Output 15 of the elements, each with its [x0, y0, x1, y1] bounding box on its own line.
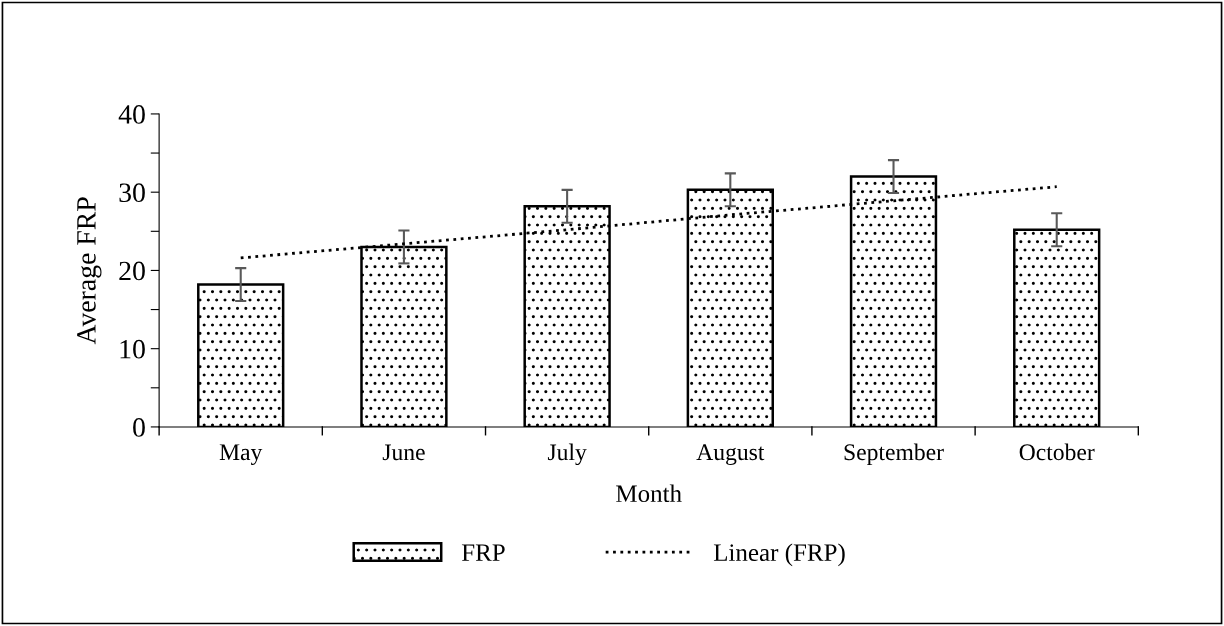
legend-label: Linear (FRP) [713, 543, 845, 567]
x-tick-label: August [696, 444, 765, 466]
x-tick-label: June [382, 444, 425, 461]
x-tick-label: September [844, 443, 944, 466]
y-axis-title: Average FRP [77, 197, 102, 345]
x-tick-label: July [547, 443, 587, 466]
y-tick-label: 40 [118, 105, 145, 124]
x-tick-label: October [1019, 443, 1095, 461]
y-tick-label: 0 [133, 418, 145, 437]
x-tick-label: May [219, 444, 263, 466]
legend-label: FRP [461, 544, 505, 561]
y-tick-label: 30 [119, 183, 145, 203]
y-tick-label: 20 [119, 261, 145, 281]
y-tick-label: 10 [120, 339, 145, 359]
x-axis-title: Month [616, 484, 682, 503]
